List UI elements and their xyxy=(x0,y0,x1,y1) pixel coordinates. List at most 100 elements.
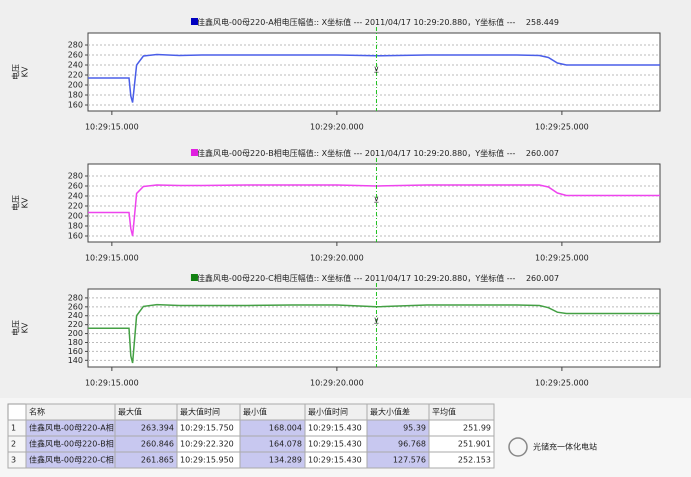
cell-text: 佳鑫风电-00母220-B相电压 xyxy=(29,439,130,449)
series-line xyxy=(88,303,660,364)
column-header: 最大小值差 xyxy=(370,407,410,417)
y-tick-label: 240 xyxy=(68,61,83,70)
y-axis-label: 电压 xyxy=(11,195,21,211)
legend-swatch xyxy=(190,18,198,25)
y-tick-label: 280 xyxy=(68,293,83,302)
y-tick-label: 280 xyxy=(68,172,83,181)
series-line xyxy=(88,53,660,103)
x-tick-label: 10:29:20.000 xyxy=(310,379,364,388)
plot-area xyxy=(87,163,661,243)
x-tick-label: 10:29:25.000 xyxy=(535,379,589,388)
cell-text: 95.39 xyxy=(403,424,426,433)
y-tick-label: 260 xyxy=(68,302,83,311)
y-tick-label: 180 xyxy=(68,91,83,100)
cursor-y-value: 258.449 xyxy=(526,18,559,27)
x-tick-label: 10:29:20.000 xyxy=(310,123,364,132)
x-tick-label: 10:29:25.000 xyxy=(535,254,589,263)
cursor-x-prefix: :: X坐标值 --- xyxy=(314,273,365,283)
cell-text: 251.901 xyxy=(458,440,491,449)
cell-text: 263.394 xyxy=(141,424,174,433)
column-header: 名称 xyxy=(29,407,45,417)
y-tick-label: 160 xyxy=(68,232,83,241)
y-tick-label: 280 xyxy=(68,41,83,50)
y-axis-label: KV xyxy=(21,322,30,333)
cell-text: 1 xyxy=(11,424,16,433)
cursor-marker: ⊻ xyxy=(374,316,380,325)
cell-text: 168.004 xyxy=(269,424,302,433)
cell-text: 261.865 xyxy=(141,456,174,465)
watermark-icon xyxy=(508,437,528,457)
y-tick-label: 140 xyxy=(68,356,83,365)
x-tick-label: 10:29:15.000 xyxy=(85,254,139,263)
x-tick-label: 10:29:25.000 xyxy=(535,123,589,132)
cell-text: 251.99 xyxy=(463,424,491,433)
column-header: 平均值 xyxy=(432,407,456,417)
cursor-y-prefix: ，Y坐标值 --- xyxy=(467,17,518,27)
column-header: 最小值时间 xyxy=(308,407,348,417)
cell-text: 164.078 xyxy=(269,440,302,449)
y-tick-label: 260 xyxy=(68,51,83,60)
cursor-x-prefix: :: X坐标值 --- xyxy=(314,148,365,158)
cursor-x-label: 2011/04/17 10:29:20.880 xyxy=(365,274,467,283)
legend-swatch xyxy=(190,149,198,156)
cursor-marker: ⊻ xyxy=(374,195,380,204)
y-tick-label: 240 xyxy=(68,311,83,320)
cell-text: 96.768 xyxy=(398,440,426,449)
x-tick-label: 10:29:20.000 xyxy=(310,254,364,263)
cell-text: 10:29:15.430 xyxy=(308,424,362,433)
cell-text: 3 xyxy=(11,456,16,465)
series-name: 佳鑫风电-00母220-C相电压幅值 xyxy=(197,273,314,283)
legend-text: 佳鑫风电-00母220-A相电压幅值:: X坐标值 --- 2011/04/17… xyxy=(197,17,559,27)
watermark: 光储充一体化电站 xyxy=(533,442,597,452)
cursor-y-prefix: ，Y坐标值 --- xyxy=(467,273,518,283)
column-header: 最大值时间 xyxy=(180,407,220,417)
y-tick-label: 200 xyxy=(68,329,83,338)
cell-text: 佳鑫风电-00母220-A相电压 xyxy=(29,423,130,433)
cell-text: 佳鑫风电-00母220-C相电压 xyxy=(29,455,130,465)
series-line xyxy=(88,184,660,237)
y-tick-label: 220 xyxy=(68,202,83,211)
legend-text: 佳鑫风电-00母220-C相电压幅值:: X坐标值 --- 2011/04/17… xyxy=(197,273,559,283)
cursor-y-prefix: ，Y坐标值 --- xyxy=(467,148,518,158)
cell-text: 10:29:22.320 xyxy=(180,440,234,449)
y-axis-label: 电压 xyxy=(11,320,21,336)
cursor-x-prefix: :: X坐标值 --- xyxy=(314,17,365,27)
y-tick-label: 200 xyxy=(68,212,83,221)
column-header: 最小值 xyxy=(243,407,267,417)
series-name: 佳鑫风电-00母220-B相电压幅值 xyxy=(197,148,314,158)
cell-text: 260.846 xyxy=(141,440,174,449)
cursor-marker: ⊻ xyxy=(374,65,380,74)
cell-text: 127.576 xyxy=(393,456,426,465)
y-tick-label: 220 xyxy=(68,320,83,329)
x-tick-label: 10:29:15.000 xyxy=(85,123,139,132)
cell-text: 10:29:15.430 xyxy=(308,440,362,449)
y-tick-label: 160 xyxy=(68,101,83,110)
plot-area xyxy=(87,288,661,368)
cell-text: 10:29:15.430 xyxy=(308,456,362,465)
y-tick-label: 160 xyxy=(68,347,83,356)
cell-text: 134.289 xyxy=(269,456,302,465)
cursor-x-label: 2011/04/17 10:29:20.880 xyxy=(365,149,467,158)
legend-swatch xyxy=(190,274,198,281)
series-name: 佳鑫风电-00母220-A相电压幅值 xyxy=(197,17,314,27)
cell-text: 10:29:15.950 xyxy=(180,456,234,465)
table-cell xyxy=(428,451,495,469)
y-tick-label: 220 xyxy=(68,71,83,80)
y-axis-label: KV xyxy=(21,197,30,208)
cell-text: 2 xyxy=(11,440,16,449)
y-axis-label: 电压 xyxy=(11,64,21,80)
y-tick-label: 260 xyxy=(68,182,83,191)
plot-area xyxy=(87,32,661,112)
legend-text: 佳鑫风电-00母220-B相电压幅值:: X坐标值 --- 2011/04/17… xyxy=(197,148,559,158)
cursor-x-label: 2011/04/17 10:29:20.880 xyxy=(365,18,467,27)
y-axis-label: KV xyxy=(21,66,30,77)
y-tick-label: 180 xyxy=(68,222,83,231)
cursor-y-value: 260.007 xyxy=(526,274,559,283)
column-header: 最大值 xyxy=(118,407,142,417)
y-tick-label: 200 xyxy=(68,81,83,90)
cell-text: 252.153 xyxy=(458,456,491,465)
x-tick-label: 10:29:15.000 xyxy=(85,379,139,388)
y-tick-label: 180 xyxy=(68,338,83,347)
y-tick-label: 240 xyxy=(68,192,83,201)
